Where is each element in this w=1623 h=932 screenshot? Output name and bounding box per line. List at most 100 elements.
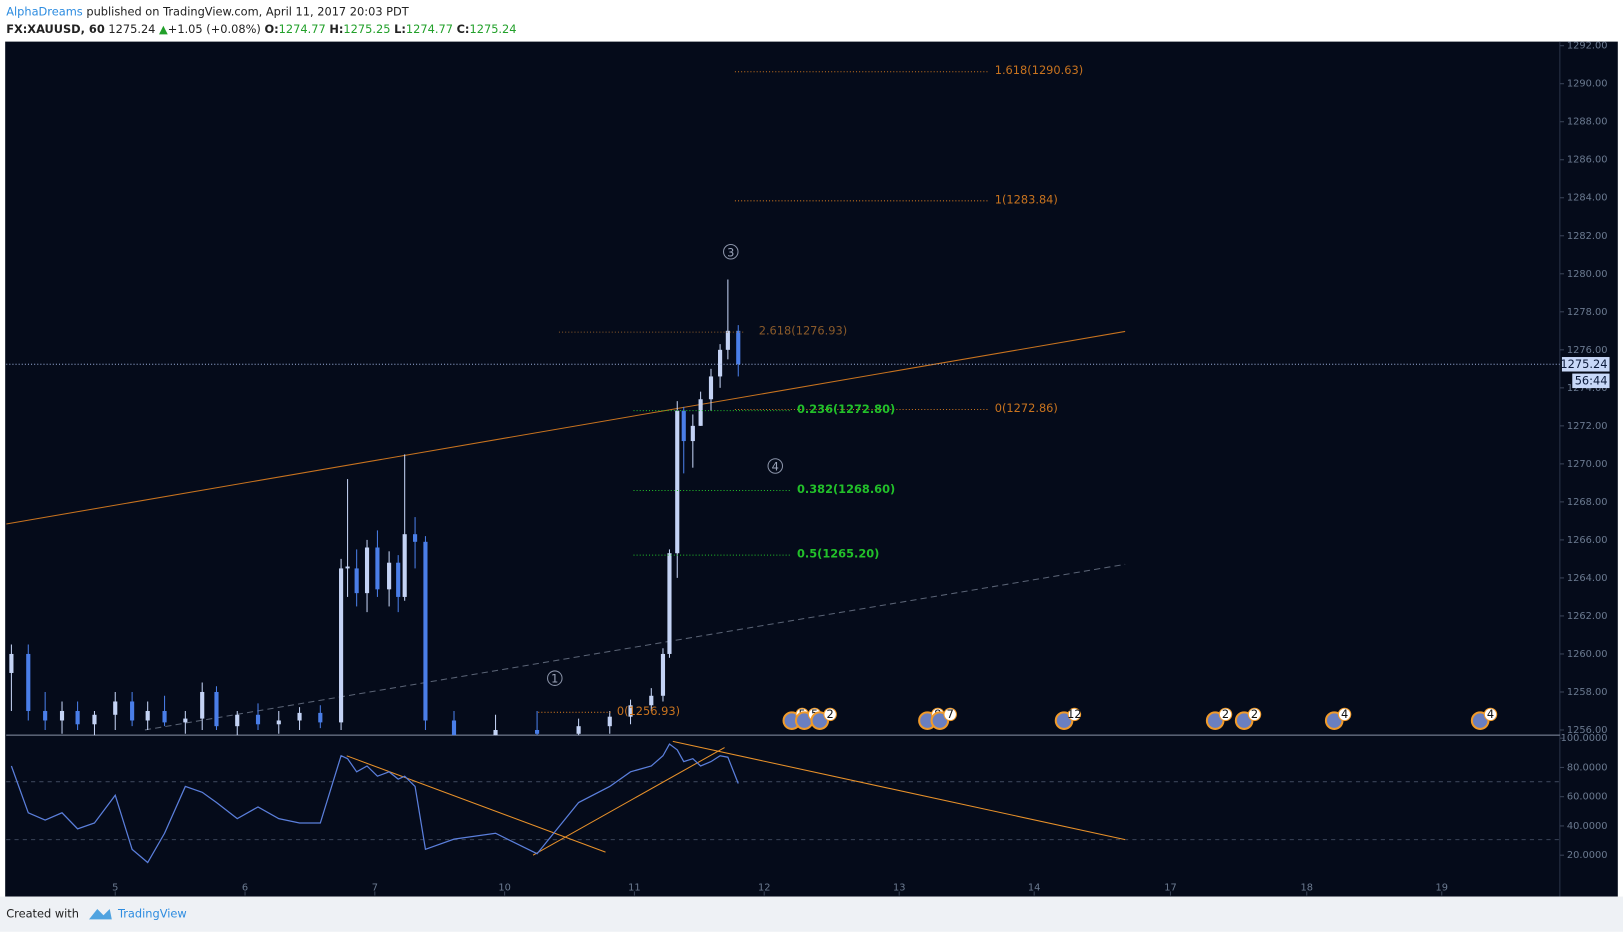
event-badge[interactable]: 4 [1470, 707, 1498, 730]
footer-brand[interactable]: TradingView [117, 907, 187, 921]
candle-body [607, 716, 612, 727]
candle-body [412, 534, 418, 542]
candle-body [235, 714, 240, 727]
event-badge[interactable]: 2 [810, 707, 837, 730]
y-tick-label: 1264.00 [1567, 573, 1608, 584]
candle-body [162, 710, 167, 723]
y-tick-label: 1272.00 [1567, 421, 1608, 432]
candle-body [667, 553, 672, 654]
event-count: 4 [1341, 707, 1348, 721]
fib-label: 0.236(1272.80) [797, 402, 895, 416]
y-tick-label: 1276.00 [1567, 345, 1608, 356]
event-bubble [1067, 707, 1082, 722]
price-pane: 1.618(1290.63) 1(1283.84) 2.618(1276.93) 0(… [6, 63, 1560, 736]
x-tick-label: 7 [372, 882, 378, 893]
last: 1275.24 [108, 22, 155, 36]
candle-body [690, 425, 695, 442]
y-tick-label: 80.0000 [1567, 762, 1608, 773]
axes: 1256.00 1258.00 1260.00 1262.00 1264.00 1266.… [112, 41, 1610, 896]
candle-body [354, 568, 359, 594]
event-bubble [1483, 707, 1498, 722]
candle-body [628, 705, 633, 717]
trendline [6, 330, 1126, 525]
candle-body [660, 653, 666, 696]
brand-logo [89, 909, 112, 920]
event-bubble [823, 707, 837, 722]
y-tick-label: 1274.00 [1567, 383, 1608, 394]
event-count: 2 [1251, 707, 1258, 721]
ohlc-value: 1275.24 [469, 22, 516, 36]
candle-body [26, 653, 31, 711]
ohlc-key: H: [329, 22, 343, 36]
y-tick-label: 1280.00 [1567, 269, 1608, 280]
footer [0, 896, 1623, 932]
candle-body [698, 399, 703, 426]
y-tick-label: 1284.00 [1567, 193, 1608, 204]
y-tick-label: 20.0000 [1567, 850, 1608, 861]
last-price-label: 1275.24 [1560, 357, 1607, 371]
wave-label: 3 [727, 245, 734, 259]
published: published on TradingView.com, April 11, … [86, 4, 408, 18]
y-tick-label: 1286.00 [1567, 155, 1608, 166]
chart-panel [5, 41, 1618, 897]
wave-marker [547, 670, 563, 686]
fib-label: 0(1272.86) [995, 401, 1058, 415]
rsi-trendline [672, 740, 1126, 841]
event-badge[interactable]: 4 [1324, 707, 1352, 730]
candle-body [396, 562, 401, 597]
fib-label: 2.618(1276.93) [759, 324, 847, 338]
candle-body [43, 710, 48, 721]
candle-body [675, 410, 680, 554]
fib-label: 0.5(1265.20) [797, 547, 879, 561]
candle-body [345, 566, 350, 569]
last-price-box [1561, 357, 1610, 372]
y-tick-label: 1270.00 [1567, 459, 1608, 470]
fib-label: 1.618(1290.63) [995, 63, 1083, 77]
header-line-1: AlphaDreams published on TradingView.com… [6, 4, 409, 18]
candle-body [387, 562, 392, 590]
fib-label: 0(1256.93) [617, 704, 680, 718]
channel-line [144, 563, 1126, 731]
y-tick-label: 60.0000 [1567, 792, 1608, 803]
author[interactable]: AlphaDreams [6, 4, 83, 18]
candle-body [200, 691, 205, 719]
candle-body [649, 695, 654, 706]
wave-marker [767, 458, 784, 474]
candle-body [183, 718, 188, 723]
countdown-box [1572, 373, 1610, 389]
event-count: 4 [1487, 707, 1494, 721]
x-tick-label: 12 [758, 882, 771, 893]
y-tick-label: 1288.00 [1567, 117, 1608, 128]
footer-created: Created with [6, 907, 79, 921]
candle-body [718, 349, 723, 377]
ohlc-key: C: [457, 22, 470, 36]
y-tick-label: 40.0000 [1567, 821, 1608, 832]
symbol: FX:XAUUSD, 60 [6, 22, 105, 36]
ohlc-key: L: [394, 22, 406, 36]
event-badge[interactable]: 2 [1205, 707, 1233, 730]
candle-body [451, 720, 457, 736]
candle-body [297, 712, 302, 721]
y-tick-label: 1278.00 [1567, 307, 1608, 318]
x-tick-label: 5 [112, 882, 118, 893]
event-badge[interactable]: 12 [1054, 707, 1082, 730]
y-tick-label: 1292.00 [1567, 41, 1608, 52]
y-tick-label: 1260.00 [1567, 649, 1608, 660]
event-badge[interactable]: 7 [930, 707, 957, 730]
fib-label: 1(1283.84) [995, 192, 1058, 206]
x-tick-label: 14 [1028, 882, 1041, 893]
event-count: 2 [1222, 707, 1229, 721]
ohlc-key: O: [264, 22, 278, 36]
candle-body [255, 714, 261, 725]
event-count: 2 [827, 707, 834, 721]
event-bubble [1218, 707, 1233, 722]
candle-body [375, 547, 380, 590]
wave-label: 1 [551, 672, 558, 686]
up-arrow: ▲ [155, 22, 168, 36]
candle-body [493, 729, 498, 736]
candle-body [9, 653, 14, 673]
event-badge[interactable]: 2 [1234, 707, 1262, 730]
event-count: 12 [1067, 707, 1081, 721]
candle-body [708, 376, 714, 400]
